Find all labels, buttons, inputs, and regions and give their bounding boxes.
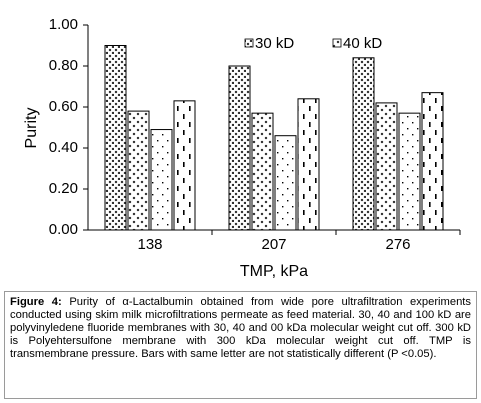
bar	[127, 110, 150, 231]
legend-label: 30 kD	[255, 35, 294, 52]
y-tick-label: 0.80	[49, 57, 78, 74]
x-axis-title: TMP, kPa	[240, 263, 308, 280]
bar	[421, 92, 444, 231]
bar	[398, 112, 421, 231]
y-tick-label: 0.40	[49, 139, 78, 156]
bar	[375, 102, 398, 231]
chart: Purity TMP, kPa 0.00 0.20 0.40 0.60 0.80 1.00…	[23, 16, 461, 280]
bar	[150, 129, 173, 231]
x-tick-label: 207	[261, 236, 286, 253]
x-tick-label: 138	[137, 236, 162, 253]
bar	[352, 57, 375, 231]
caption-label: Figure 4:	[10, 296, 62, 308]
bar	[297, 98, 320, 231]
y-axis-title: Purity	[23, 108, 40, 149]
caption-text: Purity of α-Lactalbumin obtained from wi…	[10, 296, 471, 360]
caption: Figure 4: Purity of α-Lactalbumin obtain…	[4, 291, 477, 399]
y-tick-label: 0.60	[49, 98, 78, 115]
bar	[228, 65, 251, 231]
bar	[104, 45, 127, 231]
bar	[274, 135, 297, 231]
x-tick-label: 276	[385, 236, 410, 253]
bar	[251, 112, 274, 231]
legend-swatch	[332, 38, 342, 48]
bar	[173, 100, 196, 231]
legend-label: 40 kD	[343, 35, 382, 52]
legend-swatch	[244, 38, 254, 48]
y-tick-label: 1.00	[49, 16, 78, 33]
y-tick-label: 0.20	[49, 180, 78, 197]
y-tick-label: 0.00	[49, 221, 78, 238]
